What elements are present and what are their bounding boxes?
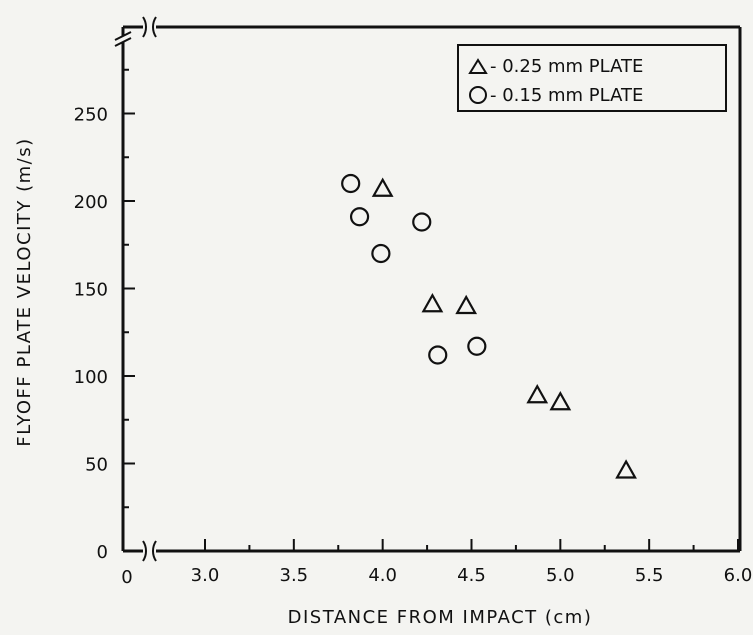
- legend-label-025: - 0.25 mm PLATE: [490, 56, 643, 77]
- y-tick-label: 150: [74, 280, 108, 301]
- triangle-point: [551, 393, 569, 409]
- x-axis-title: DISTANCE FROM IMPACT (cm): [288, 607, 593, 628]
- triangle-point: [617, 462, 635, 478]
- legend: - 0.25 mm PLATE - 0.15 mm PLATE: [458, 45, 726, 111]
- legend-circle-icon: [470, 87, 486, 103]
- legend-triangle-icon: [470, 60, 486, 73]
- circle-point: [342, 175, 359, 192]
- x-tick-label: 3.0: [191, 565, 220, 586]
- x-tick-label: 6.0: [724, 565, 753, 586]
- x-tick-label: 5.0: [546, 565, 575, 586]
- triangle-point: [528, 386, 546, 402]
- circle-point: [372, 245, 389, 262]
- y-tick-label: 50: [85, 455, 108, 476]
- x-tick-label: 4.0: [368, 565, 397, 586]
- circle-point: [351, 208, 368, 225]
- triangle-point: [457, 297, 475, 313]
- axis-tick-labels: 3.0 3.5 4.0 4.5 5.0 5.5 6.0 00 50 100 150 200 250: [74, 105, 753, 589]
- x-axis-break-mark: [143, 541, 156, 561]
- legend-label-015: - 0.15 mm PLATE: [490, 85, 643, 106]
- plot-frame: [115, 17, 740, 561]
- x-tick-label: 4.5: [457, 565, 486, 586]
- circle-point: [429, 347, 446, 364]
- y-tick-label: 0: [97, 542, 108, 563]
- circle-point: [468, 338, 485, 355]
- x-tick-label: 3.5: [280, 565, 309, 586]
- x-origin-label: 0: [121, 567, 132, 588]
- x-tick-label: 5.5: [635, 565, 664, 586]
- triangle-point: [423, 295, 441, 311]
- y-tick-label: 100: [74, 367, 108, 388]
- y-axis-title: FLYOFF PLATE VELOCITY (m/s): [14, 137, 35, 446]
- circle-point: [413, 214, 430, 231]
- data-points: [342, 175, 635, 478]
- y-tick-label: 250: [74, 105, 108, 126]
- top-break-mark: [143, 17, 156, 37]
- y-tick-label: 200: [74, 192, 108, 213]
- triangle-point: [374, 180, 392, 196]
